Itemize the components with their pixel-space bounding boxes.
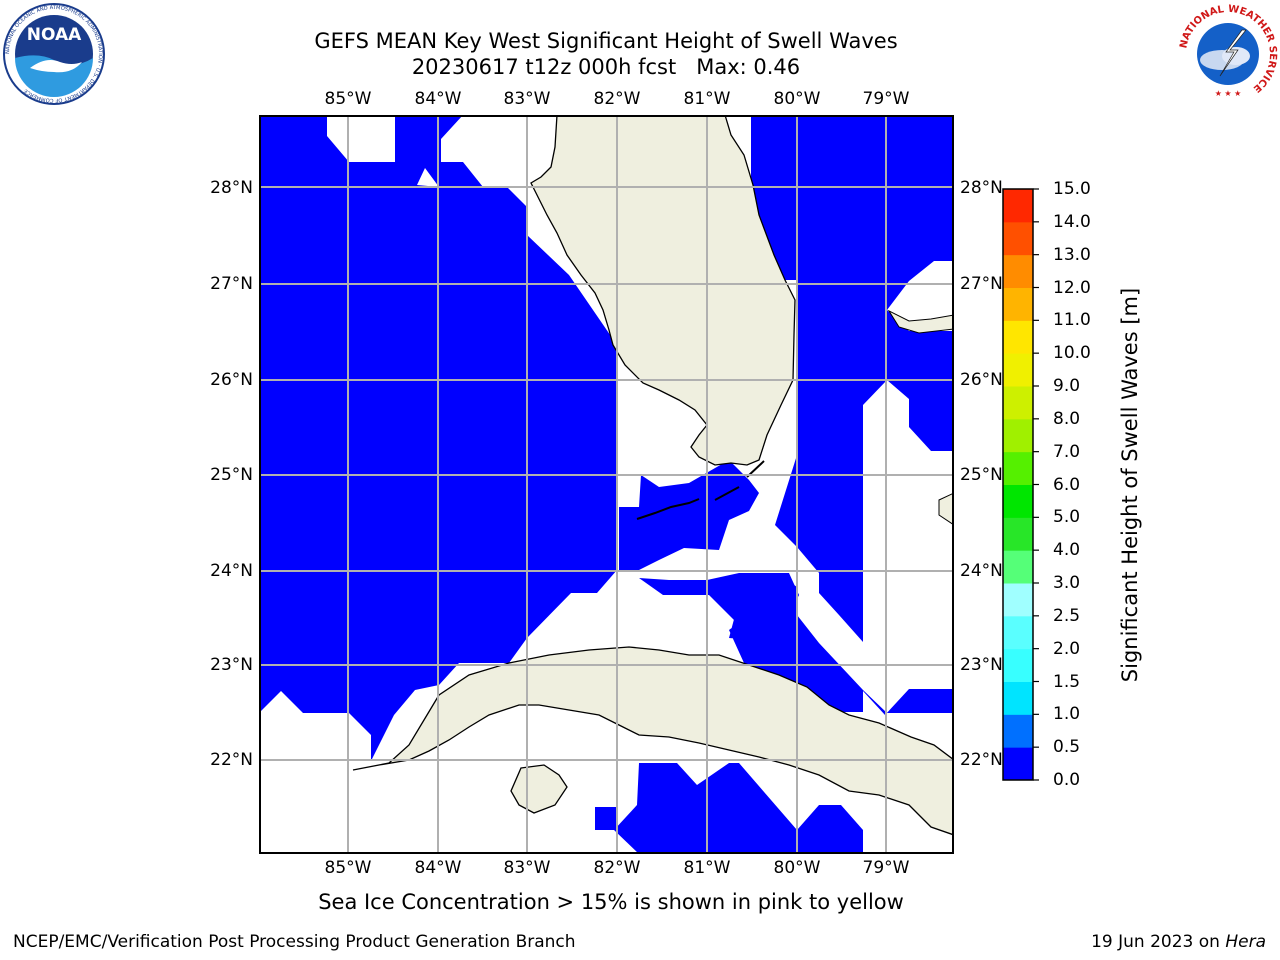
colorbar-segment xyxy=(1003,254,1033,288)
lat-label-left: 22°N xyxy=(210,750,253,770)
isla-juventud-land xyxy=(510,764,568,814)
colorbar-tick-label: 10.0 xyxy=(1053,343,1091,364)
colorbar-tick-label: 12.0 xyxy=(1053,277,1091,298)
lon-label-bottom: 84°W xyxy=(414,858,462,878)
colorbar-title: Significant Height of Swell Waves [m] xyxy=(1118,287,1142,683)
colorbar-tick-label: 6.0 xyxy=(1053,474,1081,495)
bahamas-land-andros xyxy=(938,492,954,526)
colorbar-segment xyxy=(1003,583,1033,617)
lat-label-left: 27°N xyxy=(210,274,253,294)
graticule xyxy=(259,115,954,854)
colorbar-segment xyxy=(1003,287,1033,321)
lon-label-bottom: 81°W xyxy=(683,858,731,878)
lon-label-bottom: 85°W xyxy=(324,858,372,878)
sea-ice-note: Sea Ice Concentration > 15% is shown in … xyxy=(318,890,904,914)
lat-label-right: 24°N xyxy=(960,561,1003,581)
colorbar-tick-label: 2.5 xyxy=(1053,605,1081,626)
colorbar-tick-label: 7.0 xyxy=(1053,441,1081,462)
lat-label-left: 25°N xyxy=(210,465,253,485)
colorbar-tick-label: 2.0 xyxy=(1053,638,1081,659)
map-frame xyxy=(259,115,954,854)
map-title-line1: GEFS MEAN Key West Significant Height of… xyxy=(314,29,898,53)
colorbar-segment xyxy=(1003,550,1033,584)
colorbar-tick-label: 9.0 xyxy=(1053,376,1081,396)
colorbar-segment xyxy=(1003,386,1033,420)
colorbar-segment xyxy=(1003,451,1033,485)
svg-text:★ ★ ★: ★ ★ ★ xyxy=(1215,89,1242,98)
florida-land xyxy=(530,115,796,466)
colorbar-segment xyxy=(1003,648,1033,682)
colorbar xyxy=(1002,188,1039,781)
noaa-logo: NATIONAL OCEANIC AND ATMOSPHERIC ADMINIS… xyxy=(3,3,105,105)
colorbar-tick-label: 1.0 xyxy=(1053,704,1081,725)
colorbar-tick-label: 1.5 xyxy=(1053,671,1081,692)
colorbar-tick-label: 8.0 xyxy=(1053,408,1081,429)
lon-label-bottom: 83°W xyxy=(503,858,551,878)
colorbar-tick-label: 0.5 xyxy=(1053,737,1081,758)
colorbar-segment xyxy=(1003,484,1033,518)
colorbar-tick-label: 11.0 xyxy=(1053,310,1091,331)
ocean-fill-keys xyxy=(619,460,799,645)
lon-label-top: 85°W xyxy=(324,89,372,109)
colorbar-segment xyxy=(1003,320,1033,354)
lat-label-right: 23°N xyxy=(960,655,1003,675)
colorbar-segment xyxy=(1003,714,1033,748)
map-title-line2: 20230617 t12z 000h fcst Max: 0.46 xyxy=(411,55,801,79)
colorbar-tick-label: 4.0 xyxy=(1053,540,1081,561)
lat-label-right: 22°N xyxy=(960,750,1003,770)
lon-label-top: 83°W xyxy=(503,89,551,109)
lon-label-top: 80°W xyxy=(773,89,821,109)
colorbar-tick-label: 3.0 xyxy=(1053,573,1081,593)
colorbar-tick-label: 5.0 xyxy=(1053,507,1081,528)
colorbar-segment xyxy=(1003,353,1033,387)
colorbar-segment xyxy=(1003,517,1033,551)
lon-label-bottom: 79°W xyxy=(862,858,910,878)
colorbar-tick-label: 15.0 xyxy=(1053,179,1091,199)
lat-label-right: 25°N xyxy=(960,465,1003,485)
colorbar-segment xyxy=(1003,747,1033,781)
lon-label-bottom: 82°W xyxy=(593,858,641,878)
footer-host: Hera xyxy=(1225,932,1266,952)
colorbar-segment xyxy=(1003,221,1033,256)
lat-label-left: 23°N xyxy=(210,655,253,675)
lat-label-left: 26°N xyxy=(210,370,253,390)
footer-date: 19 Jun 2023 on Hera xyxy=(1091,932,1266,952)
land-masses xyxy=(352,115,954,836)
colorbar-tick-label: 13.0 xyxy=(1053,244,1091,265)
nws-logo: NATIONAL WEATHER SERVICE ★ ★ ★ xyxy=(1178,4,1278,98)
lat-label-left: 28°N xyxy=(210,178,253,198)
lon-label-top: 84°W xyxy=(414,89,462,109)
noaa-wordmark: NOAA xyxy=(27,25,82,45)
lat-label-right: 26°N xyxy=(960,370,1003,390)
colorbar-tick-label: 0.0 xyxy=(1053,770,1081,790)
map-panel xyxy=(259,115,954,854)
lon-label-top: 79°W xyxy=(862,89,910,109)
colorbar-tick-label: 14.0 xyxy=(1053,211,1091,232)
lon-label-bottom: 80°W xyxy=(773,858,821,878)
lat-label-right: 28°N xyxy=(960,178,1003,198)
colorbar-segment xyxy=(1003,681,1033,715)
footer-credit: NCEP/EMC/Verification Post Processing Pr… xyxy=(13,932,576,952)
colorbar-segment xyxy=(1003,615,1033,650)
colorbar-segment xyxy=(1003,189,1033,223)
lon-label-top: 82°W xyxy=(593,89,641,109)
lat-label-left: 24°N xyxy=(210,561,253,581)
footer-date-text: 19 Jun 2023 on xyxy=(1091,932,1226,952)
colorbar-segment xyxy=(1003,418,1033,453)
bahamas-land-north xyxy=(887,309,954,334)
cuba-land xyxy=(352,646,954,836)
lat-label-right: 27°N xyxy=(960,274,1003,294)
lon-label-top: 81°W xyxy=(683,89,731,109)
